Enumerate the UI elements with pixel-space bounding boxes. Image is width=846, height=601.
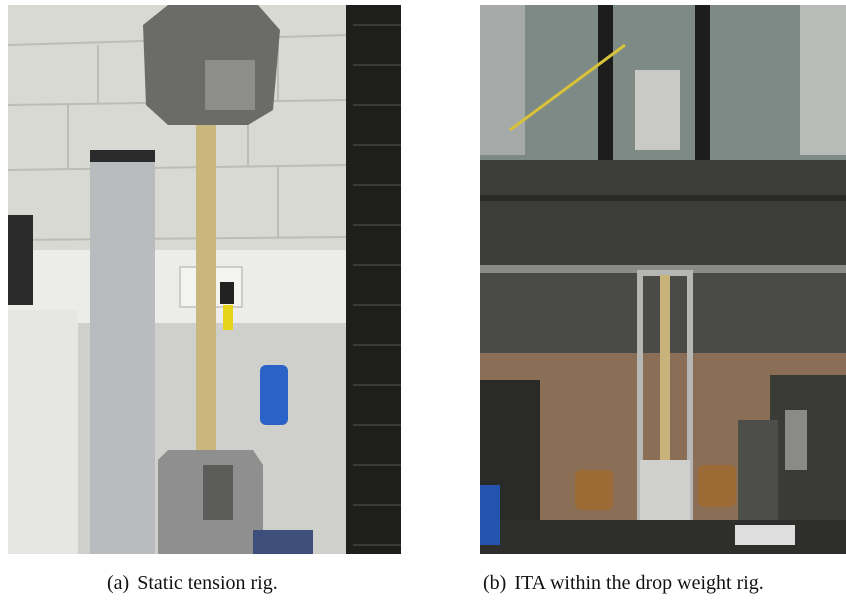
- caption-b: (b) ITA within the drop weight rig.: [483, 572, 764, 595]
- caption-text: Static tension rig.: [137, 572, 278, 594]
- caption-text: ITA within the drop weight rig.: [514, 572, 763, 594]
- figure-page: (a) Static tension rig. (b) ITA within the…: [0, 0, 846, 601]
- photo-drop-weight-rig: [480, 5, 846, 554]
- caption-label: (a): [107, 572, 129, 594]
- caption-a: (a) Static tension rig.: [107, 572, 278, 595]
- photo-static-tension-rig: [8, 5, 401, 554]
- caption-label: (b): [483, 572, 506, 594]
